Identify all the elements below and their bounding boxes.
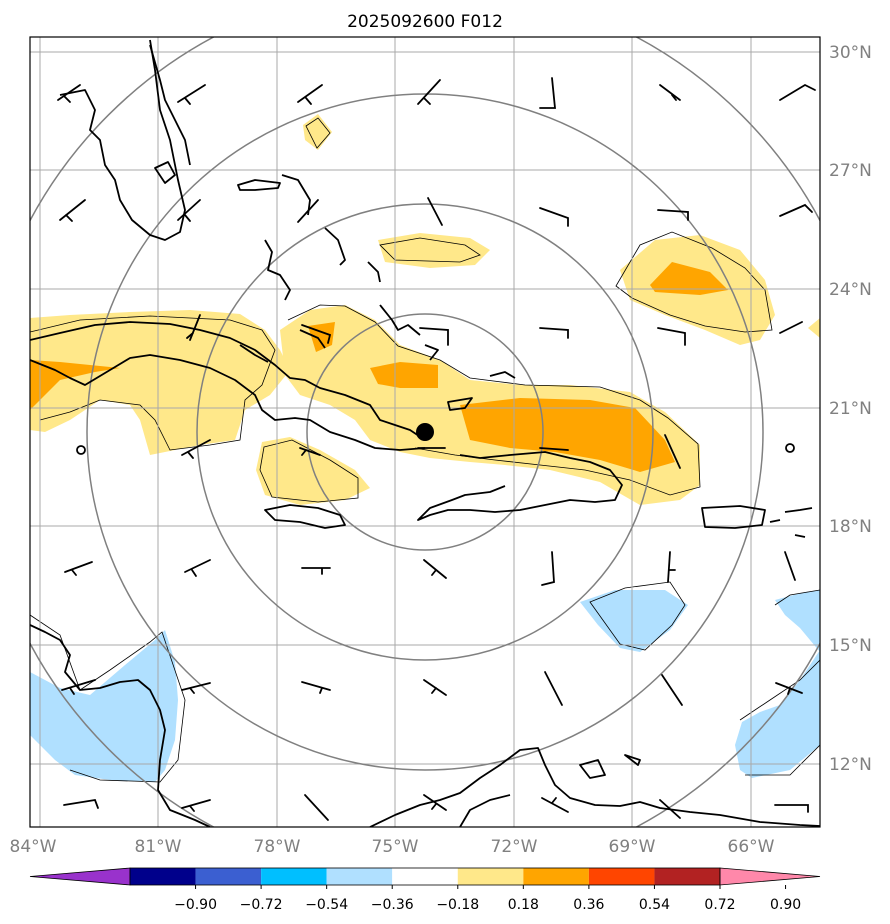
colorbar-segment	[523, 868, 589, 885]
negative-region-southeast-a	[580, 590, 688, 652]
florida-coast	[59, 39, 186, 241]
lon-label: 81°W	[135, 837, 182, 857]
lat-label: 15°N	[829, 636, 872, 656]
positive-core-east	[650, 262, 728, 295]
colorbar-tick-label: −0.54	[305, 897, 348, 913]
anomaly-shading	[30, 114, 820, 782]
cuba-coast	[30, 321, 426, 441]
hispaniola-coast	[417, 451, 623, 521]
colorbar-tick-label: −0.36	[371, 897, 414, 913]
positive-core-west	[30, 360, 120, 410]
colorbar-tick-label: 0.72	[704, 897, 735, 913]
colorbar-segment	[130, 868, 196, 885]
map-content	[30, 37, 820, 827]
colorbar-frame	[129, 867, 721, 886]
range-rings	[30, 37, 820, 827]
lon-label: 66°W	[728, 837, 775, 857]
colorbar-segment	[457, 868, 524, 885]
colorbar-tick-label: −0.90	[174, 897, 217, 913]
positive-region-west	[30, 310, 290, 455]
lon-label: 75°W	[372, 837, 419, 857]
lon-label: 84°W	[10, 837, 57, 857]
colorbar: −0.90 −0.72 −0.54 −0.36 −0.18 0.18 0.36 0.54 0.7…	[29, 867, 821, 913]
positive-region-north	[378, 233, 490, 268]
south-america-coast	[369, 747, 820, 827]
lat-label: 24°N	[829, 280, 872, 300]
wind-barbs	[57, 77, 816, 821]
positive-region-edge	[808, 318, 820, 338]
lat-label: 27°N	[829, 161, 872, 181]
colorbar-tick-label: 0.54	[639, 897, 670, 913]
colorbar-tick-label: 0.18	[508, 897, 539, 913]
figure-title: 2025092600 F012	[347, 12, 503, 32]
colorbar-tick-label: 0.90	[770, 897, 801, 913]
colorbar-extend-low	[29, 867, 131, 886]
longitude-labels: 84°W 81°W 78°W 75°W 72°W 69°W 66°W	[10, 837, 775, 857]
positive-core-north	[370, 362, 438, 388]
colorbar-segment	[326, 868, 393, 885]
negative-region-southwest	[30, 630, 178, 782]
puerto-rico-coast	[701, 505, 766, 529]
coastlines	[30, 39, 820, 827]
colorbar-tick-label: −0.72	[240, 897, 283, 913]
colorbar-extend-high	[719, 867, 821, 886]
storm-center-marker	[416, 423, 434, 441]
latitude-labels: 30°N 27°N 24°N 21°N 18°N 15°N 12°N	[829, 43, 872, 775]
lon-label: 72°W	[491, 837, 538, 857]
colorbar-segment	[195, 868, 262, 885]
lon-label: 78°W	[254, 837, 301, 857]
lon-label: 69°W	[609, 837, 656, 857]
lat-label: 30°N	[829, 43, 872, 63]
lat-label: 18°N	[829, 517, 872, 537]
colorbar-segment	[588, 868, 655, 885]
central-america-coast	[30, 624, 211, 827]
colorbar-tick-label: 0.36	[573, 897, 604, 913]
negative-region-southeast-b	[735, 590, 820, 778]
lat-label: 21°N	[829, 399, 872, 419]
lat-label: 12°N	[829, 755, 872, 775]
colorbar-segment	[261, 868, 327, 885]
jamaica-coast	[264, 504, 346, 529]
colorbar-tick-label: −0.18	[436, 897, 479, 913]
colorbar-segment	[392, 868, 458, 885]
map-frame	[29, 36, 821, 828]
colorbar-segment	[654, 868, 720, 885]
